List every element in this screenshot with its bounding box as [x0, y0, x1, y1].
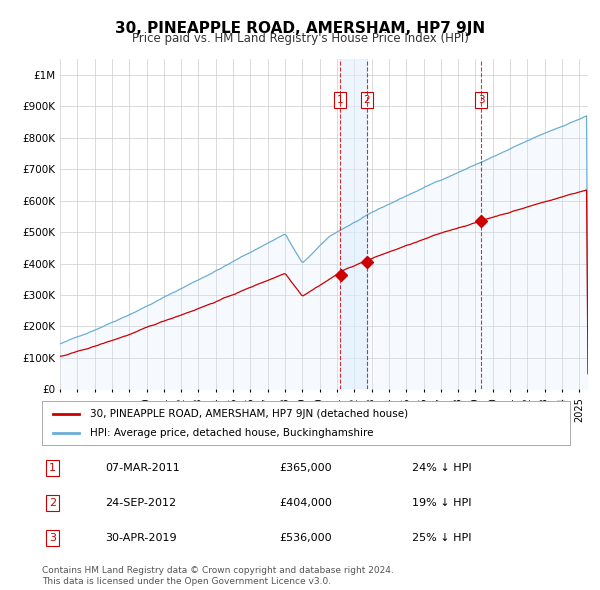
Text: 30, PINEAPPLE ROAD, AMERSHAM, HP7 9JN: 30, PINEAPPLE ROAD, AMERSHAM, HP7 9JN [115, 21, 485, 35]
Text: 1: 1 [49, 463, 56, 473]
Text: 25% ↓ HPI: 25% ↓ HPI [412, 533, 471, 543]
Text: 30-APR-2019: 30-APR-2019 [106, 533, 177, 543]
Text: 3: 3 [478, 95, 485, 105]
Text: 19% ↓ HPI: 19% ↓ HPI [412, 498, 471, 508]
Text: Contains HM Land Registry data © Crown copyright and database right 2024.
This d: Contains HM Land Registry data © Crown c… [42, 566, 394, 586]
Bar [340, 59, 367, 389]
Text: 07-MAR-2011: 07-MAR-2011 [106, 463, 180, 473]
Text: 24% ↓ HPI: 24% ↓ HPI [412, 463, 471, 473]
Text: £536,000: £536,000 [280, 533, 332, 543]
Text: 30, PINEAPPLE ROAD, AMERSHAM, HP7 9JN (detached house): 30, PINEAPPLE ROAD, AMERSHAM, HP7 9JN (d… [89, 409, 407, 418]
Text: 2: 2 [49, 498, 56, 508]
Text: HPI: Average price, detached house, Buckinghamshire: HPI: Average price, detached house, Buck… [89, 428, 373, 438]
Text: 1: 1 [337, 95, 343, 105]
Text: 24-SEP-2012: 24-SEP-2012 [106, 498, 176, 508]
Text: £365,000: £365,000 [280, 463, 332, 473]
Text: Price paid vs. HM Land Registry's House Price Index (HPI): Price paid vs. HM Land Registry's House … [131, 32, 469, 45]
Text: 3: 3 [49, 533, 56, 543]
Text: 2: 2 [364, 95, 370, 105]
Text: £404,000: £404,000 [280, 498, 332, 508]
